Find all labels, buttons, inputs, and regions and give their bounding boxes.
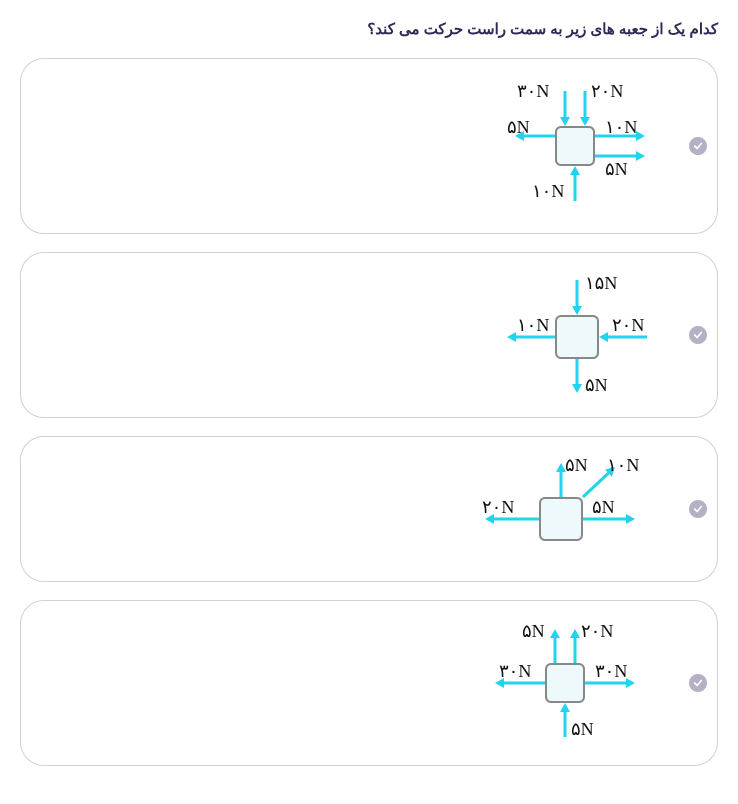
force-diagram: ۵N ۲۰N ۳۰N ۳۰N ۵N bbox=[457, 613, 677, 753]
force-label: ۵N bbox=[605, 159, 628, 180]
force-label: ۱۵N bbox=[585, 273, 617, 294]
force-label: ۵N bbox=[585, 375, 608, 396]
answer-option[interactable]: ۳۰N ۲۰N ۵N ۱۰N ۵N ۱۰N bbox=[20, 58, 718, 234]
answer-option[interactable]: ۱۵N ۱۰N ۲۰N ۵N bbox=[20, 252, 718, 418]
force-label: ۱۰N bbox=[517, 315, 549, 336]
box bbox=[539, 497, 583, 541]
force-label: ۵N bbox=[507, 117, 530, 138]
force-label: ۱۰N bbox=[532, 181, 564, 202]
check-icon bbox=[689, 137, 707, 155]
force-label: ۵N bbox=[522, 621, 545, 642]
force-label: ۲۰N bbox=[591, 81, 623, 102]
force-diagram: ۱۵N ۱۰N ۲۰N ۵N bbox=[477, 265, 677, 405]
force-label: ۵N bbox=[571, 719, 594, 740]
check-icon bbox=[689, 326, 707, 344]
force-label: ۲۰N bbox=[581, 621, 613, 642]
box bbox=[555, 315, 599, 359]
force-label: ۲۰N bbox=[612, 315, 644, 336]
force-label: ۲۰N bbox=[482, 497, 514, 518]
question-text: کدام یک از جعبه های زیر به سمت راست حرکت… bbox=[20, 20, 718, 38]
force-label: ۳۰N bbox=[595, 661, 627, 682]
check-icon bbox=[689, 500, 707, 518]
force-diagram: ۳۰N ۲۰N ۵N ۱۰N ۵N ۱۰N bbox=[477, 71, 677, 221]
force-label: ۳۰N bbox=[517, 81, 549, 102]
box bbox=[555, 126, 595, 166]
check-icon bbox=[689, 674, 707, 692]
force-label: ۱۰N bbox=[605, 117, 637, 138]
force-label: ۱۰N bbox=[607, 455, 639, 476]
options-container: ۳۰N۲۰N۵N۱۰N۵N۱۰N ۱۵N۱۰N۲۰N۵N ۵N۱۰N۲۰N۵N … bbox=[20, 58, 718, 766]
force-label: ۵N bbox=[565, 455, 588, 476]
force-label: ۵N bbox=[592, 497, 615, 518]
force-diagram: ۵N ۱۰N ۲۰N ۵N bbox=[457, 449, 677, 569]
answer-option[interactable]: ۵N ۲۰N ۳۰N ۳۰N ۵N bbox=[20, 600, 718, 766]
answer-option[interactable]: ۵N ۱۰N ۲۰N ۵N bbox=[20, 436, 718, 582]
force-label: ۳۰N bbox=[499, 661, 531, 682]
box bbox=[545, 663, 585, 703]
